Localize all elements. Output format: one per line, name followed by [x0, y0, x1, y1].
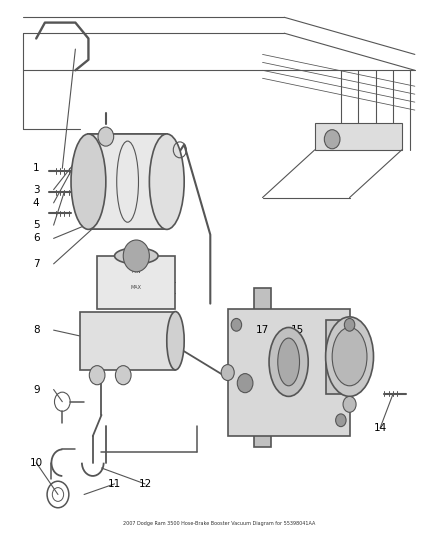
Bar	[325, 319, 350, 394]
Text: 15: 15	[291, 325, 304, 335]
Circle shape	[116, 366, 131, 385]
Circle shape	[237, 374, 253, 393]
Circle shape	[231, 318, 242, 331]
Text: 8: 8	[33, 325, 39, 335]
Circle shape	[89, 366, 105, 385]
Text: 3: 3	[33, 184, 39, 195]
Text: 4: 4	[33, 198, 39, 208]
Ellipse shape	[115, 248, 158, 264]
Bar	[228, 309, 350, 436]
Text: 11: 11	[108, 479, 121, 489]
Text: 1: 1	[33, 164, 39, 173]
Bar	[254, 288, 271, 447]
Ellipse shape	[269, 327, 308, 397]
Text: 5: 5	[33, 220, 39, 230]
Circle shape	[324, 130, 340, 149]
Bar	[88, 134, 167, 229]
Text: 10: 10	[30, 458, 43, 467]
Text: 17: 17	[256, 325, 269, 335]
Circle shape	[343, 397, 356, 413]
Circle shape	[98, 127, 114, 146]
Bar	[315, 123, 402, 150]
Ellipse shape	[167, 312, 184, 370]
Text: MAX: MAX	[131, 285, 142, 290]
Bar	[80, 312, 176, 370]
Ellipse shape	[325, 317, 374, 397]
Text: MIN: MIN	[131, 269, 141, 274]
Bar	[97, 256, 176, 309]
Text: 14: 14	[374, 423, 387, 433]
Circle shape	[123, 240, 149, 272]
Text: 12: 12	[138, 479, 152, 489]
Ellipse shape	[278, 338, 300, 386]
Circle shape	[344, 318, 355, 331]
Circle shape	[221, 365, 234, 381]
Ellipse shape	[71, 134, 106, 229]
Text: 7: 7	[33, 259, 39, 269]
Ellipse shape	[332, 327, 367, 386]
Circle shape	[336, 414, 346, 426]
Ellipse shape	[149, 134, 184, 229]
Text: 6: 6	[33, 233, 39, 244]
Text: 9: 9	[33, 384, 39, 394]
Text: 2007 Dodge Ram 3500 Hose-Brake Booster Vacuum Diagram for 55398041AA: 2007 Dodge Ram 3500 Hose-Brake Booster V…	[123, 521, 315, 526]
